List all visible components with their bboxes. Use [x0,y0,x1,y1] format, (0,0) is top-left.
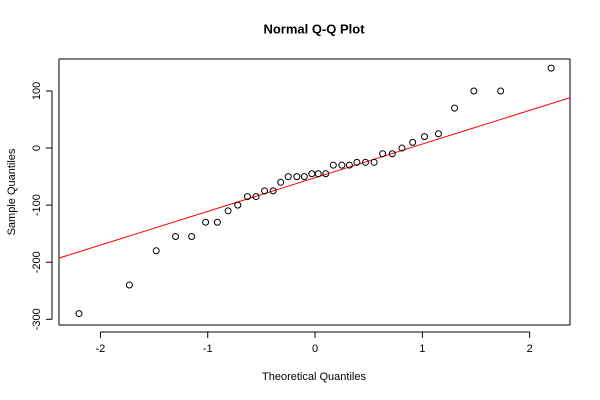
point [345,161,353,169]
point [224,207,232,215]
point [409,138,417,146]
point [338,161,346,169]
point [388,150,396,158]
point [420,133,428,141]
qq-line [59,97,570,259]
point [284,173,292,181]
point [213,218,221,226]
plot-frame [58,58,571,326]
point [314,170,322,178]
point [370,158,378,166]
x-tick-label: -2 [96,343,106,355]
point [202,218,210,226]
point [497,87,505,95]
y-tick-label: -200 [31,251,43,273]
point [308,170,316,178]
y-tick-label: -100 [31,194,43,216]
point [261,187,269,195]
point [353,158,361,166]
point [398,144,406,152]
point [293,173,301,181]
y-axis-label: Sample Quantiles [6,148,18,235]
point [75,310,83,318]
point [188,233,196,241]
x-tick-label: -1 [203,343,213,355]
chart-title: Normal Q-Q Plot [263,21,365,36]
x-tick-label: 1 [419,343,425,355]
x-tick-label: 2 [527,343,533,355]
point [547,64,555,72]
y-tick-label: -300 [31,308,43,330]
y-tick-label: 0 [31,145,43,151]
point [361,158,369,166]
point [125,281,133,289]
point [434,130,442,138]
point [152,247,160,255]
point [172,233,180,241]
x-tick-label: 0 [312,343,318,355]
point [243,193,251,201]
point [451,104,459,112]
point [379,150,387,158]
point [234,201,242,209]
point [277,178,285,186]
y-tick-label: 100 [31,82,43,100]
point [322,170,330,178]
point [252,193,260,201]
x-axis-label: Theoretical Quantiles [262,371,366,383]
point [470,87,478,95]
point [300,173,308,181]
point [329,161,337,169]
point [269,187,277,195]
